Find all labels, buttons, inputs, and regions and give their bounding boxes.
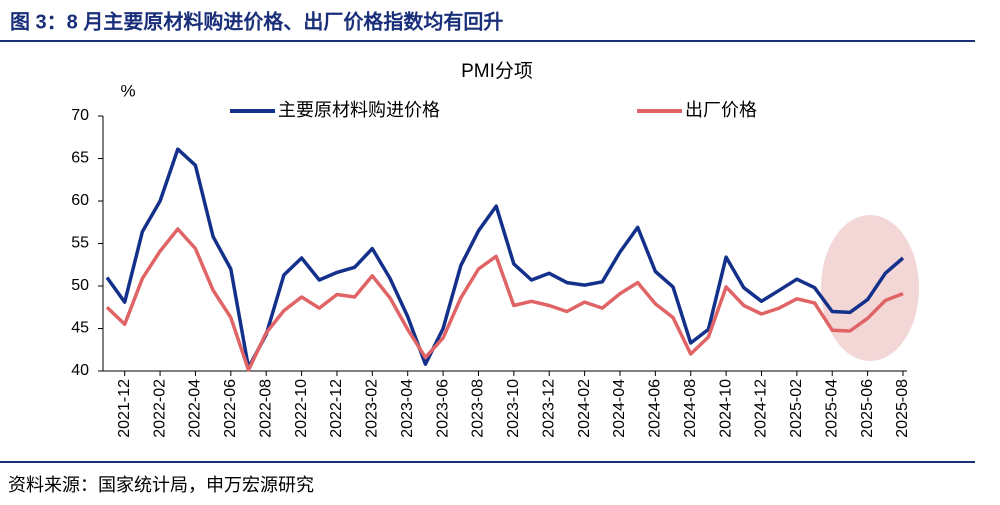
x-tick-label: 2024-12: [753, 379, 770, 438]
highlight: [821, 215, 919, 361]
x-tick-label: 2024-06: [647, 379, 664, 438]
y-tick-label: 70: [71, 107, 89, 124]
x-tick-label: 2022-04: [187, 379, 204, 438]
x-tick-label: 2023-04: [399, 379, 416, 438]
series-line: [105, 227, 904, 372]
header-title: 图 3：8 月主要原材料购进价格、出厂价格指数均有回升: [10, 9, 503, 33]
x-tick-label: 2022-12: [328, 379, 345, 438]
x-tick-label: 2022-10: [293, 379, 310, 438]
x-tick-label: 2024-02: [576, 379, 593, 438]
x-tick-label: 2025-04: [823, 379, 840, 438]
x-tick-label: 2022-06: [222, 379, 239, 438]
x-tick-label: 2023-10: [505, 379, 522, 438]
footer-source: 资料来源：国家统计局，申万宏源研究: [8, 475, 314, 495]
x-tick-label: 2022-02: [151, 379, 168, 438]
y-tick-label: 65: [71, 150, 89, 167]
x-tick-label: 2024-04: [611, 379, 628, 438]
y-tick-label: 40: [71, 362, 89, 379]
x-tick-label: 2022-08: [257, 379, 274, 438]
chart-title: PMI分项: [461, 60, 533, 82]
y-axis-label: %: [120, 81, 135, 100]
x-tick-label: 2023-02: [364, 379, 381, 438]
x-tick-label: 2023-08: [470, 379, 487, 438]
plot: 40 45 50 55 60 65 70 2021-12 2022-02 2022-04 2022-…: [71, 100, 911, 438]
x-tick-label: 2023-12: [540, 379, 557, 438]
x-tick-label: 2024-08: [682, 379, 699, 438]
y-tick-label: 45: [71, 320, 89, 337]
legend-label: 出厂价格: [685, 100, 757, 120]
y-tick-label: 50: [71, 277, 89, 294]
x-tick-label: 2025-06: [859, 379, 876, 438]
series-line: [105, 147, 905, 370]
x-tick-label: 2023-06: [434, 379, 451, 438]
x-tick-label: 2024-10: [717, 379, 734, 438]
x-tick-label: 2025-08: [894, 379, 911, 438]
y-tick-label: 55: [71, 235, 89, 252]
y-tick-label: 60: [71, 192, 89, 209]
x-tick-label: 2021-12: [116, 379, 133, 438]
x-tick-label: 2025-02: [788, 379, 805, 438]
legend-label: 主要原材料购进价格: [278, 100, 440, 120]
